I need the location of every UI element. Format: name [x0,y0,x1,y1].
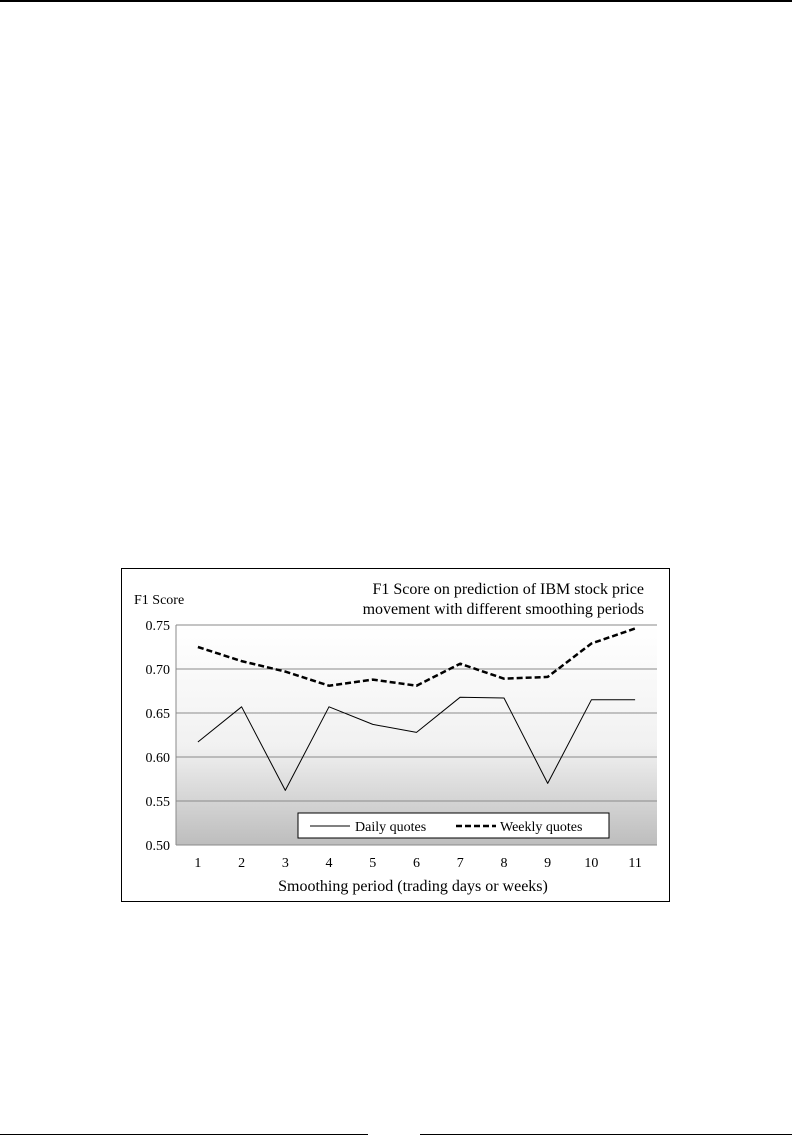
y-tick-label: 0.65 [146,707,171,722]
x-tick-label: 9 [544,856,551,871]
chart-frame: 0.50 0.55 0.60 0.65 0.70 0.75 1 2 3 4 5 6 7 8 9 10 11 F… [121,568,670,902]
x-tick-label: 11 [628,856,641,871]
x-tick-label: 2 [238,856,245,871]
series-line-weekly-quotes [197,627,636,687]
legend: Daily quotes Weekly quotes [297,812,610,839]
chart-title-line-1: F1 Score on prediction of IBM stock pric… [373,581,645,598]
y-tick-label: 0.50 [146,839,171,854]
x-tick-label: 4 [326,856,333,871]
legend-daily-label: Daily quotes [355,820,426,835]
x-tick-label: 3 [282,856,289,871]
legend-weekly-label: Weekly quotes [500,820,582,835]
plot-area [176,625,657,845]
y-tick-label: 0.60 [146,751,171,766]
y-axis-label: F1 Score [134,593,184,608]
y-tick-label: 0.55 [146,795,171,810]
series-line-daily-quotes [197,696,636,791]
page-bottom-rule-right [420,1134,792,1135]
x-tick-label: 6 [413,856,420,871]
x-tick-label: 10 [584,856,598,871]
x-axis-label: Smoothing period (trading days or weeks) [278,878,548,895]
line-chart: 0.50 0.55 0.60 0.65 0.70 0.75 1 2 3 4 5 6 7 8 9 10 11 F… [134,581,657,895]
page-bottom-rule-left [0,1134,368,1135]
y-tick-label: 0.70 [146,663,171,678]
y-tick-label: 0.75 [146,619,171,634]
x-tick-label: 5 [369,856,376,871]
x-tick-label: 1 [194,856,201,871]
page-top-rule [0,0,792,2]
chart-title-line-2: movement with different smoothing period… [363,601,644,618]
x-tick-label: 7 [457,856,464,871]
x-tick-label: 8 [500,856,507,871]
